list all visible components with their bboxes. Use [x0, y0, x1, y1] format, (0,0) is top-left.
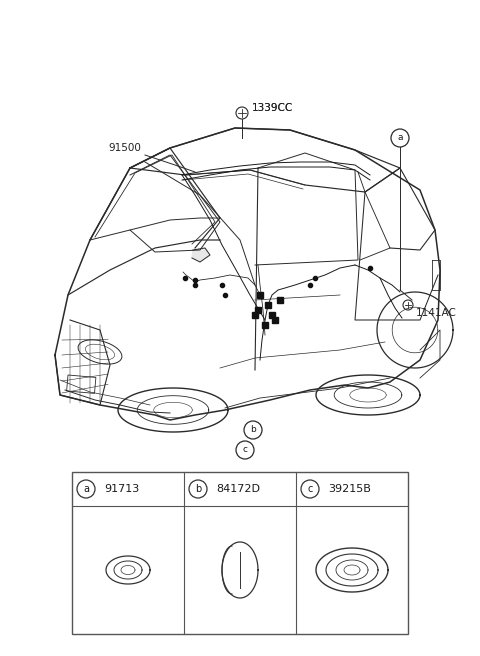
- Bar: [262, 322, 268, 328]
- Text: c: c: [307, 484, 312, 494]
- Text: b: b: [195, 484, 201, 494]
- Bar: [252, 312, 258, 318]
- Text: 1339CC: 1339CC: [252, 103, 293, 113]
- Text: b: b: [250, 426, 256, 434]
- Bar: [272, 317, 278, 323]
- Text: c: c: [242, 445, 248, 455]
- Text: 91500: 91500: [108, 143, 141, 153]
- Text: 84172D: 84172D: [216, 484, 260, 494]
- Bar: [269, 312, 275, 318]
- Text: a: a: [397, 134, 403, 142]
- Bar: [72, 472, 408, 634]
- Text: 1339CC: 1339CC: [252, 103, 293, 113]
- Bar: [257, 292, 263, 298]
- Polygon shape: [192, 248, 210, 262]
- Bar: [255, 307, 261, 313]
- Bar: [277, 297, 283, 303]
- Text: 1141AC: 1141AC: [416, 308, 457, 318]
- Bar: [67, 375, 96, 394]
- Text: 39215B: 39215B: [328, 484, 371, 494]
- Text: a: a: [83, 484, 89, 494]
- Text: 91713: 91713: [104, 484, 139, 494]
- Bar: [265, 302, 271, 308]
